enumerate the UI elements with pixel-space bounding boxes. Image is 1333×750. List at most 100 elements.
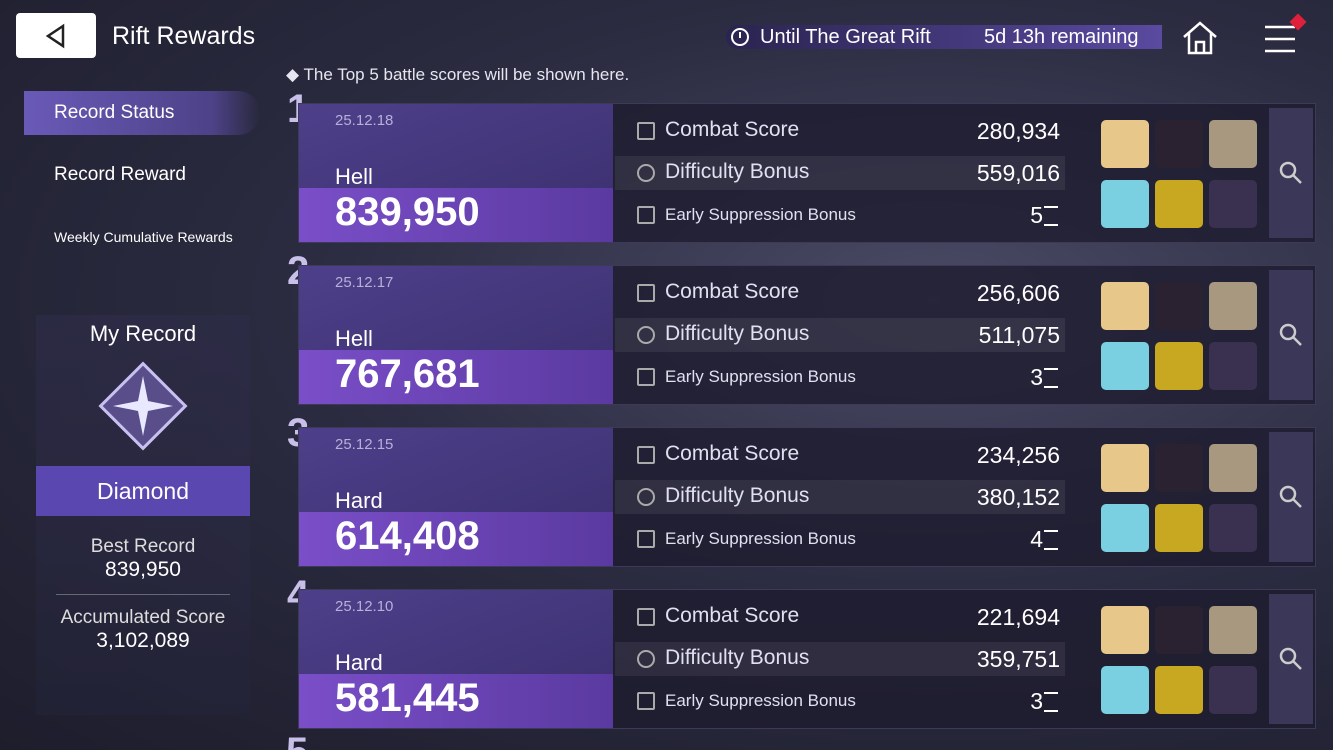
score-value: 280,934	[976, 118, 1060, 144]
difficulty: Hell	[335, 164, 373, 189]
tier-emblem	[98, 361, 188, 451]
record-card: 25.12.17 Hell 767,681 Combat Score 256,606 Di…	[298, 265, 1316, 405]
record-date: 25.12.18	[335, 112, 394, 129]
score-label: Combat Score	[665, 604, 800, 627]
score-label: Combat Score	[665, 442, 800, 465]
search-button[interactable]	[1269, 108, 1313, 238]
score-icon	[637, 608, 655, 626]
best-value: 839,950	[105, 558, 181, 581]
score-label: Early Suppression Bonus	[665, 205, 856, 224]
character-portrait	[1209, 666, 1257, 714]
back-icon	[45, 23, 65, 48]
search-icon	[1279, 323, 1302, 346]
row-bg	[615, 156, 1065, 190]
difficulty: Hard	[335, 650, 383, 675]
back-button[interactable]	[16, 13, 96, 58]
highlight-band	[299, 188, 613, 242]
accumulated-label: Accumulated Score	[60, 607, 226, 628]
timer: Until The Great Rift 5d 13h remaining	[726, 25, 1162, 49]
character-portrait	[1209, 282, 1257, 330]
difficulty: Hard	[335, 488, 383, 513]
hourglass-icon	[1044, 206, 1058, 226]
character-portrait	[1101, 504, 1149, 552]
record-card: 25.12.10 Hard 581,445 Combat Score 221,694 Di…	[298, 589, 1316, 729]
menu-item[interactable]: Record Reward	[54, 164, 186, 185]
row-bg	[615, 480, 1065, 514]
character-portrait	[1155, 180, 1203, 228]
notice-text: The Top 5 battle scores will be shown he…	[303, 65, 630, 84]
score-value: 234,256	[976, 442, 1060, 468]
score-icon	[637, 446, 655, 464]
menu-item[interactable]: Weekly Cumulative Rewards	[54, 229, 233, 245]
record-card: 25.12.18 Hell 839,950 Combat Score 280,934 Di…	[298, 103, 1316, 243]
score-label: Combat Score	[665, 118, 800, 141]
accumulated-value: 3,102,089	[96, 629, 190, 652]
hourglass-icon	[1044, 692, 1058, 712]
score-icon	[637, 122, 655, 140]
my-record-panel: My Record Diamond Best Record 839,950 Ac…	[36, 315, 250, 715]
character-portrait	[1101, 666, 1149, 714]
character-portrait	[1209, 342, 1257, 390]
total-score: 614,408	[335, 514, 480, 558]
score-icon	[637, 326, 655, 344]
character-portrait	[1155, 342, 1203, 390]
row-bg	[615, 318, 1065, 352]
character-portrait	[1101, 342, 1149, 390]
search-button[interactable]	[1269, 432, 1313, 562]
character-portrait	[1155, 444, 1203, 492]
record-date: 25.12.15	[335, 436, 394, 453]
character-portrait	[1209, 120, 1257, 168]
home-button[interactable]	[1180, 18, 1220, 56]
timer-value: 5d 13h remaining	[984, 25, 1139, 48]
character-portrait	[1155, 666, 1203, 714]
score-value: 3	[1030, 364, 1043, 390]
search-button[interactable]	[1269, 270, 1313, 400]
score-value: 256,606	[976, 280, 1060, 306]
character-portrait	[1155, 504, 1203, 552]
divider	[56, 594, 230, 595]
record-summary: 25.12.15 Hard 614,408	[299, 428, 613, 566]
my-record-title: My Record	[89, 321, 197, 346]
total-score: 581,445	[335, 676, 480, 720]
search-button[interactable]	[1269, 594, 1313, 724]
score-value: 5	[1030, 202, 1043, 228]
character-portrait	[1209, 444, 1257, 492]
clock-icon	[731, 28, 749, 46]
score-label: Difficulty Bonus	[665, 646, 810, 669]
score-icon	[637, 530, 655, 548]
best-label: Best Record	[90, 536, 196, 557]
notice: ◆ The Top 5 battle scores will be shown …	[286, 65, 630, 84]
search-icon	[1279, 161, 1302, 184]
record-summary: 25.12.18 Hell 839,950	[299, 104, 613, 242]
total-score: 767,681	[335, 352, 480, 396]
hourglass-icon	[1044, 368, 1058, 388]
score-label: Early Suppression Bonus	[665, 529, 856, 548]
character-portrait	[1155, 606, 1203, 654]
score-label: Early Suppression Bonus	[665, 691, 856, 710]
highlight-band	[299, 674, 613, 728]
menu-button[interactable]	[1262, 10, 1314, 58]
record-date: 25.12.10	[335, 598, 394, 615]
score-value: 3	[1030, 688, 1043, 714]
score-icon	[637, 206, 655, 224]
highlight-band	[299, 512, 613, 566]
timer-label: Until The Great Rift	[760, 25, 931, 48]
score-value: 511,075	[978, 322, 1060, 348]
character-portrait	[1209, 606, 1257, 654]
search-icon	[1279, 485, 1302, 508]
score-label: Combat Score	[665, 280, 800, 303]
character-portrait	[1101, 120, 1149, 168]
character-portrait	[1101, 180, 1149, 228]
hourglass-icon	[1044, 530, 1058, 550]
score-value: 359,751	[976, 646, 1060, 672]
score-value: 559,016	[976, 160, 1060, 186]
page-title: Rift Rewards	[112, 22, 256, 50]
row-bg	[615, 642, 1065, 676]
record-summary: 25.12.10 Hard 581,445	[299, 590, 613, 728]
character-portrait	[1155, 120, 1203, 168]
menu-item[interactable]: Record Status	[24, 91, 260, 135]
tier-name: Diamond	[36, 466, 250, 516]
score-icon	[637, 692, 655, 710]
score-value: 4	[1030, 526, 1043, 552]
difficulty: Hell	[335, 326, 373, 351]
